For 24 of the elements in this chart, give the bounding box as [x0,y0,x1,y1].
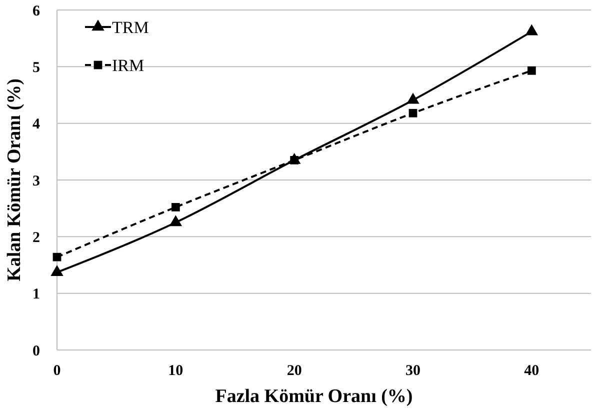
x-tick-label: 40 [524,363,540,379]
y-tick-label: 0 [32,343,40,360]
y-tick-label: 5 [32,60,40,76]
y-tick-label: 4 [32,116,40,133]
x-tick-label: 0 [53,363,61,379]
x-tick-label: 10 [168,363,184,379]
point [50,265,64,276]
y-tick-label: 1 [32,286,40,303]
point [406,92,420,104]
point [52,252,62,262]
legend-label: TRM [112,18,149,37]
y-tick-label: 3 [32,173,40,190]
legend-label: IRM [112,56,144,75]
x-tick-label: 30 [406,363,420,379]
point [527,66,536,75]
point [525,24,538,36]
point [171,203,180,212]
y-tick-label: 6 [32,3,40,20]
x-tick-label: 20 [286,363,302,379]
y-tick-label: 2 [32,230,40,246]
y-axis-title: Kalan Kömür Oranı (%) [4,78,25,282]
point [408,108,418,118]
x-axis-title: Fazla Kömür Oranı (%) [215,386,413,407]
point [169,215,182,226]
